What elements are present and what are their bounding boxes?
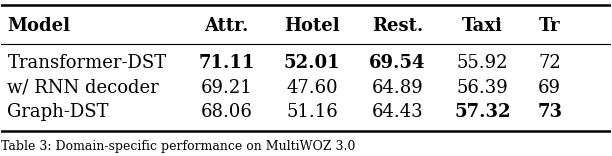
- Text: Attr.: Attr.: [204, 17, 249, 35]
- Text: 64.89: 64.89: [371, 79, 424, 97]
- Text: 51.16: 51.16: [286, 103, 338, 122]
- Text: 52.01: 52.01: [284, 54, 340, 72]
- Text: Rest.: Rest.: [371, 17, 423, 35]
- Text: 69: 69: [538, 79, 561, 97]
- Text: Tr: Tr: [539, 17, 561, 35]
- Text: 56.39: 56.39: [457, 79, 509, 97]
- Text: 57.32: 57.32: [455, 103, 511, 122]
- Text: 72: 72: [539, 54, 561, 72]
- Text: Hotel: Hotel: [285, 17, 340, 35]
- Text: Table 3: Domain-specific performance on MultiWOZ 3.0: Table 3: Domain-specific performance on …: [1, 140, 356, 153]
- Text: 47.60: 47.60: [286, 79, 338, 97]
- Text: Model: Model: [7, 17, 70, 35]
- Text: 73: 73: [537, 103, 562, 122]
- Text: 69.21: 69.21: [201, 79, 253, 97]
- Text: 69.54: 69.54: [369, 54, 425, 72]
- Text: Graph-DST: Graph-DST: [7, 103, 109, 122]
- Text: 55.92: 55.92: [457, 54, 509, 72]
- Text: 71.11: 71.11: [199, 54, 255, 72]
- Text: 64.43: 64.43: [371, 103, 423, 122]
- Text: Transformer-DST: Transformer-DST: [7, 54, 166, 72]
- Text: w/ RNN decoder: w/ RNN decoder: [7, 79, 159, 97]
- Text: 68.06: 68.06: [201, 103, 253, 122]
- Text: Taxi: Taxi: [462, 17, 503, 35]
